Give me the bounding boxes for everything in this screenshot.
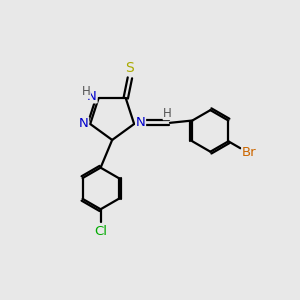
Text: N: N (87, 90, 97, 103)
Text: Cl: Cl (94, 225, 107, 238)
Text: H: H (82, 85, 90, 98)
Text: N: N (136, 116, 146, 129)
Text: Br: Br (242, 146, 256, 159)
Text: N: N (79, 118, 88, 130)
Text: H: H (163, 106, 172, 120)
Text: S: S (125, 61, 134, 75)
